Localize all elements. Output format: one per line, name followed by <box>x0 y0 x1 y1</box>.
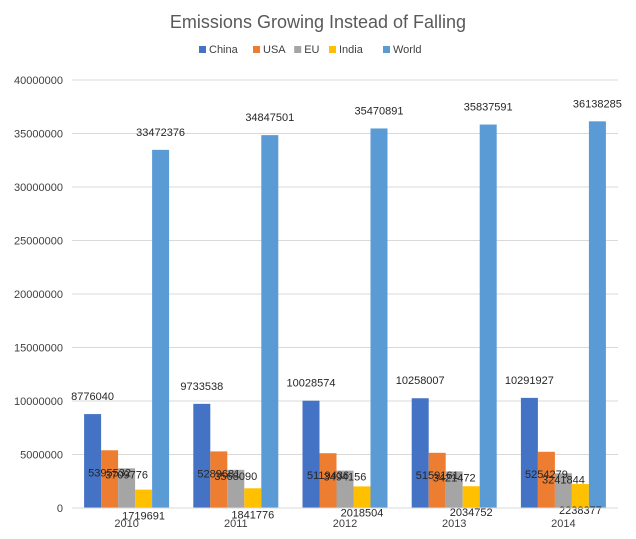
data-label: 10258007 <box>396 375 445 387</box>
y-tick-label: 5000000 <box>20 450 63 462</box>
data-label: 34847501 <box>245 112 294 124</box>
bar-china-2011 <box>193 403 211 508</box>
bar-eu-2012 <box>336 470 354 508</box>
bar-usa-2011 <box>210 451 228 508</box>
chart-title: Emissions Growing Instead of Falling <box>170 12 466 32</box>
bar-china-2014 <box>520 397 538 508</box>
y-tick-label: 30000000 <box>14 182 63 194</box>
data-label: 3494156 <box>324 472 367 484</box>
y-tick-label: 40000000 <box>14 75 63 87</box>
data-label: 3421472 <box>433 472 476 484</box>
x-tick-label: 2013 <box>442 518 466 530</box>
data-label: 9733538 <box>180 381 223 393</box>
data-label: 10028574 <box>287 378 336 390</box>
data-label: 5395532 <box>88 467 131 479</box>
data-label: 35837591 <box>464 102 513 114</box>
bar-eu-2013 <box>445 471 463 508</box>
y-axis-ticks: 0 5000000 10000000 15000000 20000000 25000000… <box>14 75 63 515</box>
bar-world-2011 <box>261 135 279 508</box>
data-label: 5159161 <box>416 470 459 482</box>
x-tick-label: 2010 <box>114 518 138 530</box>
data-label: 5119436 <box>307 470 349 482</box>
legend-swatch-world <box>383 46 390 53</box>
bar-usa-2013 <box>428 452 446 508</box>
bar-world-2010 <box>152 149 170 508</box>
legend: China USA EU India World <box>199 44 422 56</box>
bar-india-2011 <box>244 488 262 508</box>
bar-world-2013 <box>479 124 497 508</box>
bar-usa-2012 <box>319 453 337 508</box>
bar-india-2010 <box>135 489 153 508</box>
legend-label-china: China <box>209 44 239 56</box>
data-label: 1719691 <box>122 511 165 523</box>
y-tick-label: 25000000 <box>14 236 63 248</box>
bar-china-2013 <box>411 398 429 508</box>
data-label: 33472376 <box>136 127 185 139</box>
y-tick-label: 35000000 <box>14 129 63 141</box>
data-label: 10291927 <box>505 375 554 387</box>
legend-swatch-india <box>329 46 336 53</box>
data-label: 35470891 <box>355 105 404 117</box>
legend-label-usa: USA <box>263 44 286 56</box>
x-tick-label: 2014 <box>551 518 575 530</box>
data-label: 3709776 <box>105 469 148 481</box>
bar-eu-2014 <box>554 473 572 508</box>
data-label: 3241844 <box>542 474 585 486</box>
data-label: 2238377 <box>559 505 602 517</box>
data-label: 8776040 <box>71 391 114 403</box>
bars <box>84 121 606 509</box>
bar-india-2014 <box>571 484 589 508</box>
legend-swatch-china <box>199 46 206 53</box>
bar-eu-2011 <box>227 469 245 508</box>
legend-label-world: World <box>393 44 422 56</box>
bar-eu-2010 <box>118 468 136 508</box>
bar-usa-2014 <box>537 451 555 508</box>
y-tick-label: 10000000 <box>14 396 63 408</box>
bar-china-2012 <box>302 400 320 508</box>
y-tick-label: 15000000 <box>14 343 63 355</box>
data-label: 5289681 <box>197 468 240 480</box>
bar-china-2010 <box>84 414 102 508</box>
x-tick-label: 2011 <box>224 518 248 530</box>
data-label: 5254279 <box>525 469 568 481</box>
y-tick-label: 0 <box>57 503 63 515</box>
data-label: 1841776 <box>231 509 274 521</box>
bar-india-2013 <box>462 486 480 508</box>
data-label: 36138285 <box>573 98 622 110</box>
y-tick-label: 20000000 <box>14 289 63 301</box>
legend-label-india: India <box>339 44 364 56</box>
bar-usa-2010 <box>101 450 119 508</box>
data-label: 2018504 <box>341 507 384 519</box>
x-axis-ticks: 2010 2011 2012 2013 2014 <box>114 518 575 530</box>
legend-label-eu: EU <box>304 44 319 56</box>
legend-swatch-usa <box>253 46 260 53</box>
data-label: 3568090 <box>214 471 257 483</box>
bar-world-2014 <box>588 121 606 509</box>
bar-world-2012 <box>370 128 388 508</box>
data-label: 2034752 <box>450 507 493 519</box>
x-tick-label: 2012 <box>333 518 357 530</box>
legend-swatch-eu <box>294 46 302 53</box>
bar-india-2012 <box>353 486 371 508</box>
